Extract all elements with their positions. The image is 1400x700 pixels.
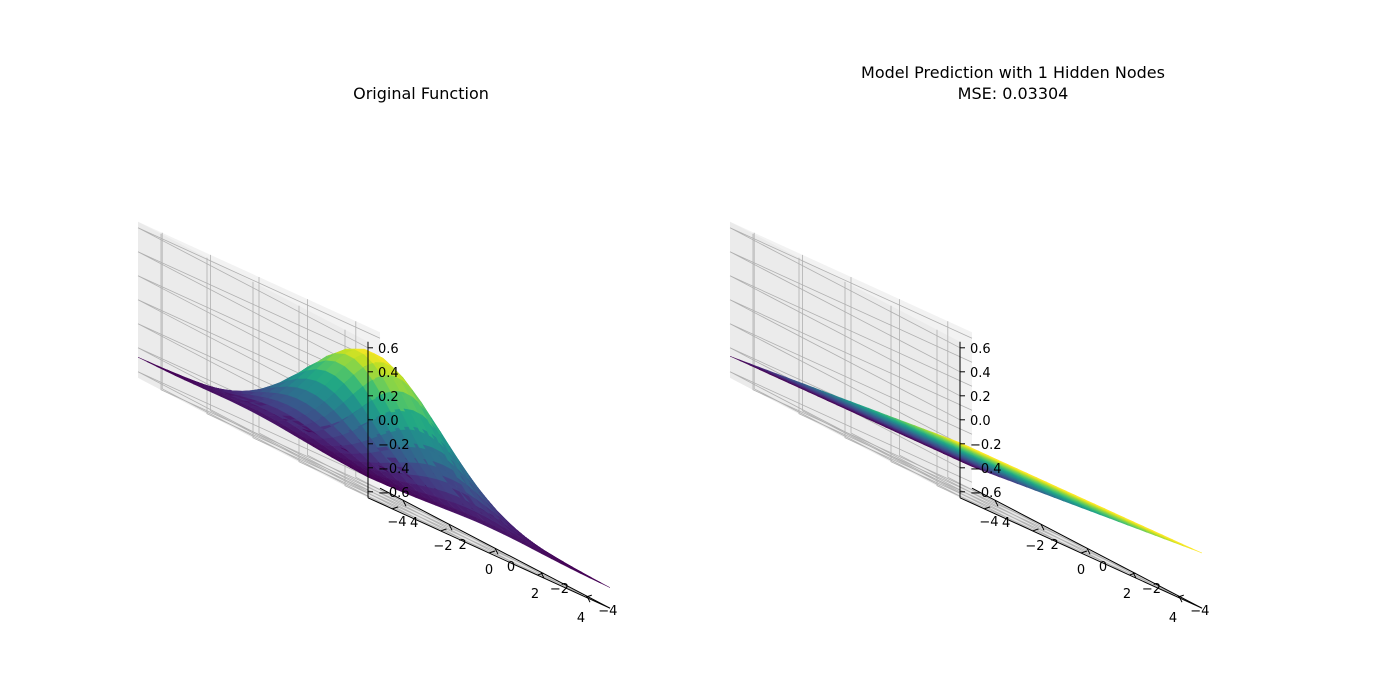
z-tick-label: −0.2	[970, 438, 1002, 453]
gridline-z	[137, 371, 381, 493]
z-tick-label: 0.4	[378, 366, 399, 381]
z-tick-label: −0.6	[378, 486, 410, 501]
x-tick-label: 2	[531, 587, 539, 602]
x-tick-label: 0	[1077, 563, 1085, 578]
y-tick-mark	[392, 506, 399, 510]
y-tick-label: −2	[1142, 582, 1161, 597]
x-tick-label: 0	[485, 563, 493, 578]
axis-lines	[959, 341, 1203, 609]
z-tick-label: 0.0	[378, 414, 399, 429]
y-tick-mark	[1129, 572, 1136, 576]
z-tick-label: 0.6	[378, 342, 399, 357]
axes-gridlines	[729, 227, 1180, 598]
z-tick-label: 0.0	[970, 414, 991, 429]
y-tick-mark	[1080, 550, 1088, 554]
gridline-y	[947, 321, 1178, 598]
x-tick-mark	[586, 595, 591, 603]
y-tick-mark	[1032, 528, 1039, 532]
subplot-model-prediction: Model Prediction with 1 Hidden Nodes MSE…	[729, 63, 1209, 626]
z-tick-label: −0.2	[378, 438, 410, 453]
z-tick-label: −0.4	[970, 462, 1002, 477]
gridline-z	[137, 227, 381, 349]
gridline-x	[936, 329, 1180, 597]
subplot-title: Model Prediction with 1 Hidden Nodes	[861, 63, 1165, 82]
z-tick-label: −0.4	[378, 462, 410, 477]
subplot-title: Original Function	[353, 84, 489, 103]
y-tick-label: −2	[550, 582, 569, 597]
y-tick-label: −4	[1190, 604, 1209, 619]
gridline-z	[729, 371, 973, 493]
x-tick-label: −4	[979, 515, 998, 530]
gridline-z	[729, 299, 973, 421]
gridline-x	[752, 233, 996, 501]
x-tick-label: −4	[387, 515, 406, 530]
gridline-y	[899, 299, 1130, 576]
gridline-y	[753, 232, 985, 510]
y-tick-label: 2	[1050, 538, 1058, 553]
gridline-z	[729, 251, 973, 373]
x-tick-mark	[402, 499, 407, 507]
y-tick-label: 0	[1099, 560, 1107, 575]
x-tick-mark	[1086, 547, 1091, 555]
gridline-y	[161, 232, 393, 510]
y-tick-mark	[984, 506, 991, 510]
z-tick-label: 0.4	[970, 366, 991, 381]
surface-face	[591, 577, 611, 588]
surface-plot	[729, 356, 1203, 554]
gridline-z	[729, 323, 973, 445]
x-tick-label: −2	[1025, 539, 1044, 554]
x-tick-label: 4	[577, 611, 585, 626]
x-tick-label: 2	[1123, 587, 1131, 602]
y-tick-label: 2	[458, 538, 466, 553]
y-tick-mark	[1177, 594, 1184, 598]
x-tick-mark	[494, 547, 499, 555]
z-tick-label: 0.2	[970, 390, 991, 405]
y-tick-label: 4	[410, 516, 418, 531]
gridline-z	[729, 275, 973, 397]
subplot-subtitle: MSE: 0.03304	[958, 84, 1069, 103]
y-tick-mark	[488, 550, 496, 554]
z-tick-label: 0.2	[378, 390, 399, 405]
y-tick-label: 4	[1002, 516, 1010, 531]
axis-lines	[367, 341, 611, 609]
gridline-y	[210, 254, 441, 532]
gridline-x	[890, 305, 1134, 573]
gridline-z	[137, 275, 381, 397]
y-tick-mark	[585, 594, 592, 598]
x-tick-mark	[994, 499, 999, 507]
gridline-x	[160, 233, 404, 501]
gridline-y	[850, 277, 1082, 554]
gridline-y	[802, 254, 1033, 532]
gridline-y	[306, 299, 538, 576]
gridline-x	[844, 281, 1088, 549]
gridline-z	[729, 227, 973, 349]
gridline-x	[252, 281, 496, 549]
y-tick-label: −4	[598, 604, 617, 619]
y-tick-mark	[537, 572, 544, 576]
x-tick-label: 4	[1169, 611, 1177, 626]
x-tick-mark	[1178, 595, 1183, 603]
gridline-z	[137, 251, 381, 373]
y-tick-mark	[440, 528, 447, 532]
surface-plot	[137, 348, 611, 588]
y-tick-label: 0	[507, 560, 515, 575]
x-tick-label: −2	[433, 539, 452, 554]
gridline-x	[298, 305, 542, 573]
z-tick-label: 0.6	[970, 342, 991, 357]
z-tick-label: −0.6	[970, 486, 1002, 501]
x-tick-mark	[1040, 523, 1045, 531]
gridline-y	[258, 277, 490, 554]
surface-face	[1183, 544, 1203, 554]
x-tick-mark	[448, 523, 453, 531]
